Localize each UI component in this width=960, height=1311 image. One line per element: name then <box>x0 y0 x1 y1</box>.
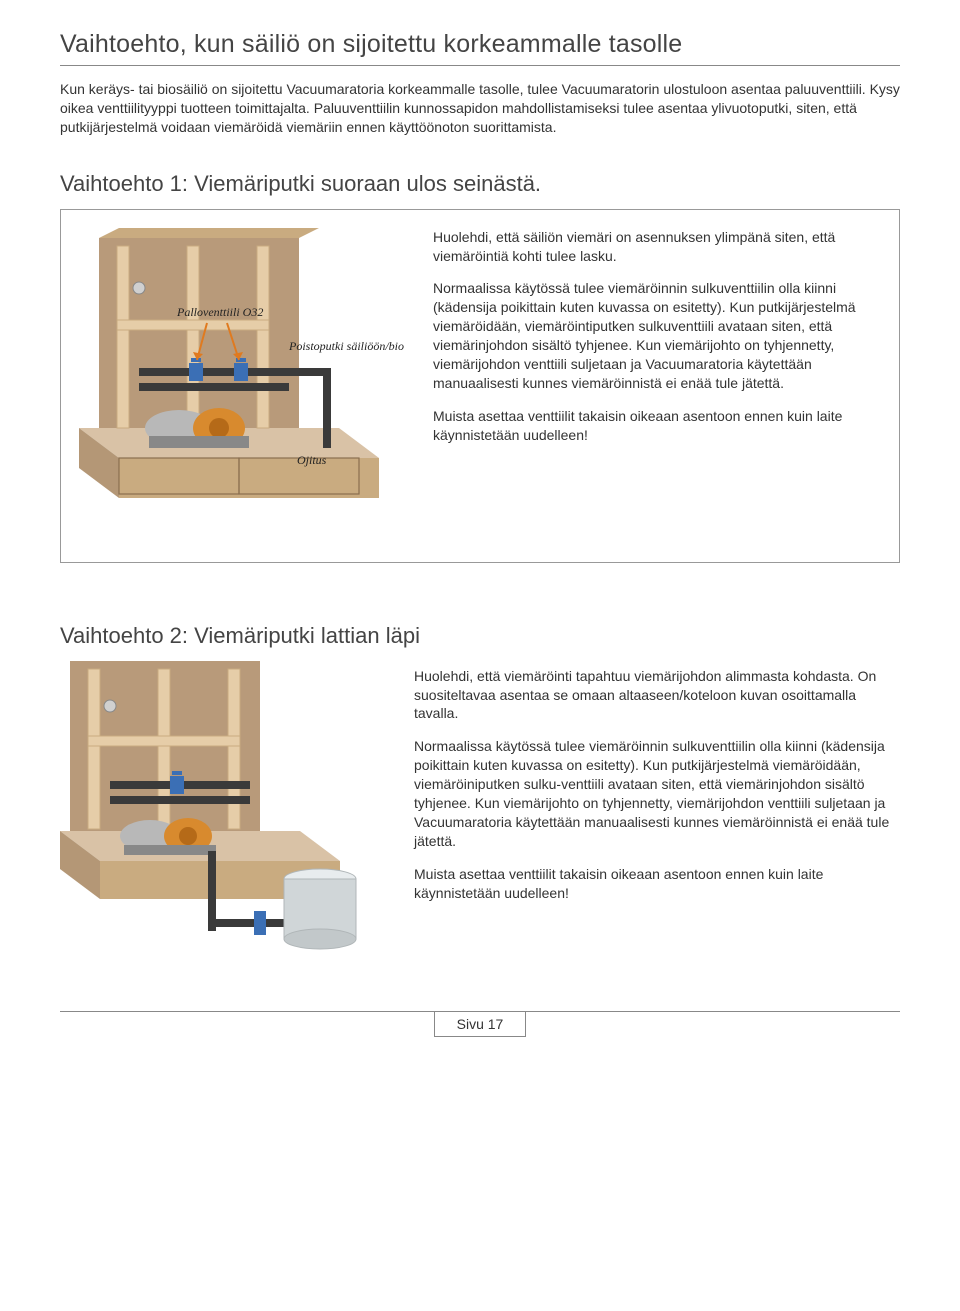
option2-text: Huolehdi, että viemäröinti tapahtuu viem… <box>414 661 900 917</box>
option2-p2: Normaalissa käytössä tulee viemäröinnin … <box>414 737 900 850</box>
option1-diagram: Palloventtiili O32 Poistoputki säiliöön/… <box>79 228 409 538</box>
label-drain: Ojitus <box>297 454 326 467</box>
option1-box: Palloventtiili O32 Poistoputki säiliöön/… <box>60 209 900 563</box>
intro-paragraph: Kun keräys- tai biosäiliö on sijoitettu … <box>60 80 900 137</box>
option2-diagram <box>60 661 390 971</box>
label-valve: Palloventtiili O32 <box>177 306 263 319</box>
option2-p1: Huolehdi, että viemäröinti tapahtuu viem… <box>414 667 900 724</box>
option1-p2: Normaalissa käytössä tulee viemäröinnin … <box>433 279 881 392</box>
option1-p1: Huolehdi, että säiliön viemäri on asennu… <box>433 228 881 266</box>
option1-title: Vaihtoehto 1: Viemäriputki suoraan ulos … <box>60 171 900 197</box>
page-title: Vaihtoehto, kun säiliö on sijoitettu kor… <box>60 30 900 66</box>
label-outlet: Poistoputki säiliöön/bio <box>289 340 404 353</box>
option1-text: Huolehdi, että säiliön viemäri on asennu… <box>433 228 881 459</box>
page-footer: Sivu 17 <box>60 1011 900 1037</box>
page-number: Sivu 17 <box>434 1012 527 1037</box>
option2-title: Vaihtoehto 2: Viemäriputki lattian läpi <box>60 623 900 649</box>
option2-p3: Muista asettaa venttiilit takaisin oikea… <box>414 865 900 903</box>
option2-box: Huolehdi, että viemäröinti tapahtuu viem… <box>60 661 900 971</box>
option1-p3: Muista asettaa venttiilit takaisin oikea… <box>433 407 881 445</box>
